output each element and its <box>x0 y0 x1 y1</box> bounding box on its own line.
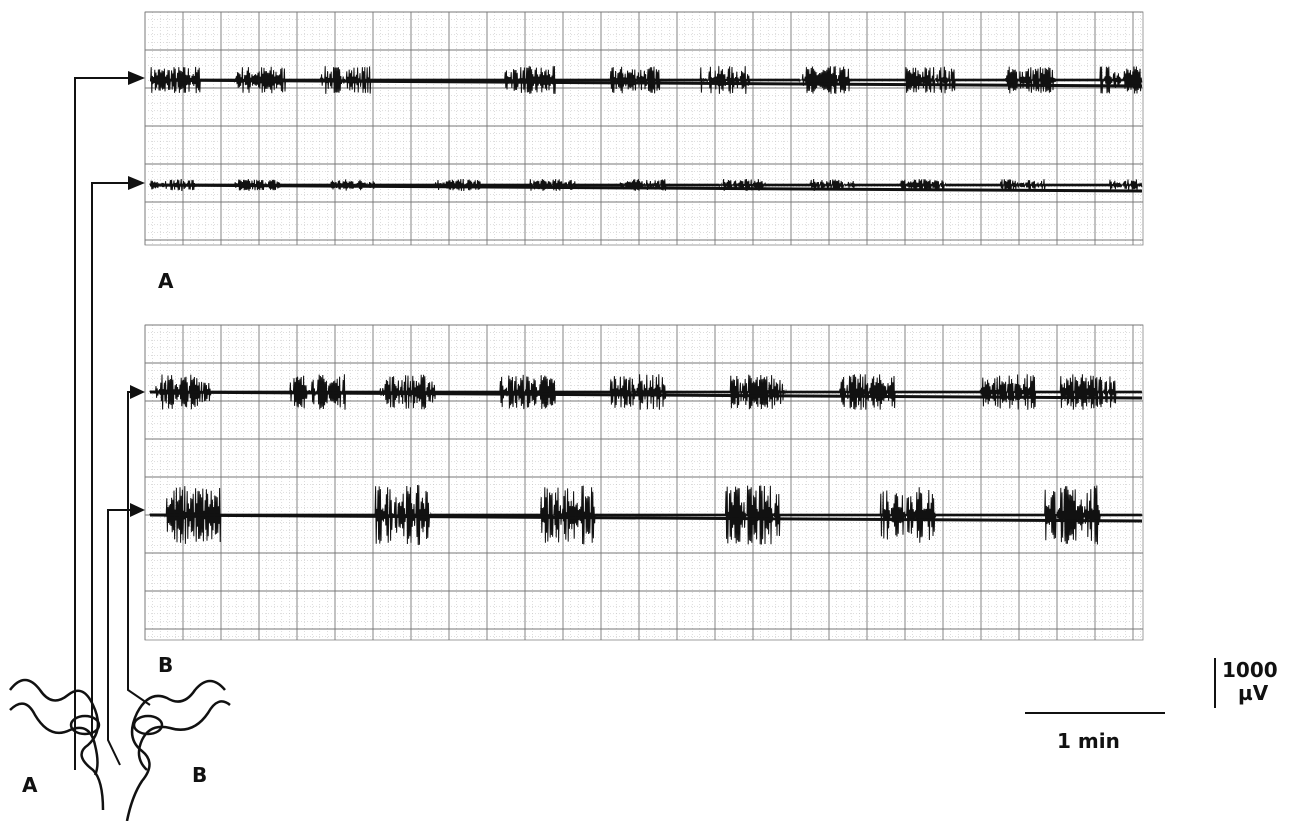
voltage-scale-unit: µV <box>1238 681 1269 705</box>
diagram-label: B <box>192 763 207 787</box>
tube <box>10 704 98 775</box>
panel-label: A <box>158 269 174 293</box>
arrowhead <box>128 176 145 190</box>
arrowhead <box>128 71 145 85</box>
voltage-scale-value: 1000 <box>1222 658 1278 682</box>
tube <box>127 681 225 821</box>
time-scale-label: 1 min <box>1057 729 1120 753</box>
page: A B A B 1000 µV 1 min (() => { const dat… <box>0 0 1294 821</box>
paper-border <box>145 12 1143 245</box>
figure: A B A B 1000 µV 1 min <box>0 0 1294 821</box>
emg-traces <box>150 66 1142 545</box>
paper-border <box>145 325 1143 640</box>
diagram-label: B <box>158 653 173 677</box>
lead <box>92 183 140 735</box>
arrowhead <box>130 385 145 399</box>
arrowheads <box>128 71 145 517</box>
arrowhead <box>130 503 145 517</box>
diagram-label: A <box>22 773 38 797</box>
chart-paper <box>145 12 1143 640</box>
tube <box>139 701 230 770</box>
oviduct-diagram <box>10 680 230 821</box>
